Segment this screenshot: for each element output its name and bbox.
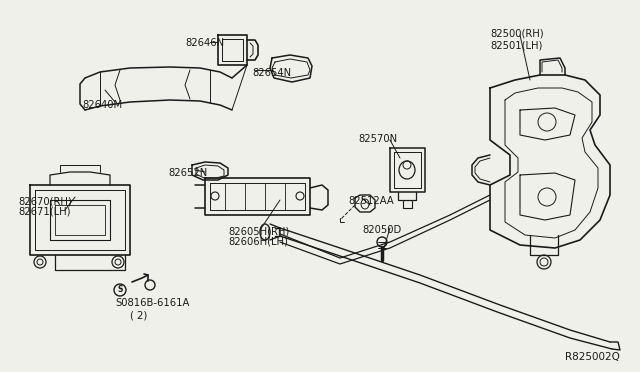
Text: 82606H(LH): 82606H(LH): [228, 237, 288, 247]
Text: 82570N: 82570N: [358, 134, 397, 144]
Text: 82640M: 82640M: [82, 100, 122, 110]
Text: 82501(LH): 82501(LH): [490, 40, 542, 50]
Text: 82652N: 82652N: [168, 168, 207, 178]
Text: 82654N: 82654N: [252, 68, 291, 78]
Text: S0816B-6161A: S0816B-6161A: [115, 298, 189, 308]
Text: 82050D: 82050D: [362, 225, 401, 235]
Text: S: S: [117, 285, 123, 295]
Text: 82646N: 82646N: [185, 38, 224, 48]
Text: 82671(LH): 82671(LH): [18, 207, 70, 217]
Text: 82500(RH): 82500(RH): [490, 28, 543, 38]
Text: 82512AA: 82512AA: [348, 196, 394, 206]
Text: 82605H(RH): 82605H(RH): [228, 226, 289, 236]
Text: ( 2): ( 2): [130, 310, 147, 320]
Text: 82670(RH): 82670(RH): [18, 196, 72, 206]
Text: R825002Q: R825002Q: [565, 352, 620, 362]
